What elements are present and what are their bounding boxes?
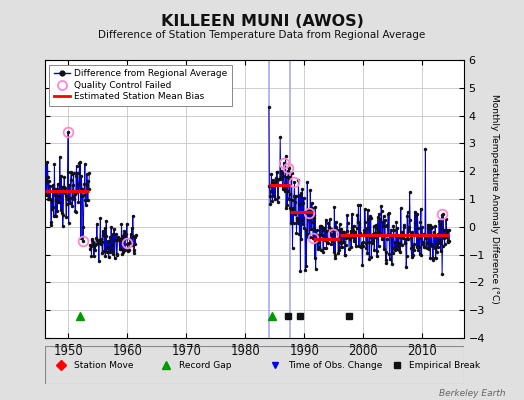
Text: Difference of Station Temperature Data from Regional Average: Difference of Station Temperature Data f… bbox=[99, 30, 425, 40]
Text: 1990: 1990 bbox=[289, 345, 319, 358]
Text: Berkeley Earth: Berkeley Earth bbox=[439, 389, 506, 398]
Y-axis label: Monthly Temperature Anomaly Difference (°C): Monthly Temperature Anomaly Difference (… bbox=[490, 94, 499, 304]
Text: 1960: 1960 bbox=[112, 345, 142, 358]
Text: KILLEEN MUNI (AWOS): KILLEEN MUNI (AWOS) bbox=[160, 14, 364, 29]
Text: 2010: 2010 bbox=[408, 345, 438, 358]
Text: 1950: 1950 bbox=[53, 345, 83, 358]
Text: Time of Obs. Change: Time of Obs. Change bbox=[288, 360, 382, 370]
Legend: Difference from Regional Average, Quality Control Failed, Estimated Station Mean: Difference from Regional Average, Qualit… bbox=[49, 64, 232, 106]
Text: Record Gap: Record Gap bbox=[179, 360, 231, 370]
Text: Station Move: Station Move bbox=[74, 360, 134, 370]
Text: 2000: 2000 bbox=[348, 345, 378, 358]
FancyBboxPatch shape bbox=[45, 346, 464, 384]
Text: 1980: 1980 bbox=[231, 345, 260, 358]
Text: 1970: 1970 bbox=[171, 345, 201, 358]
Text: Empirical Break: Empirical Break bbox=[409, 360, 481, 370]
